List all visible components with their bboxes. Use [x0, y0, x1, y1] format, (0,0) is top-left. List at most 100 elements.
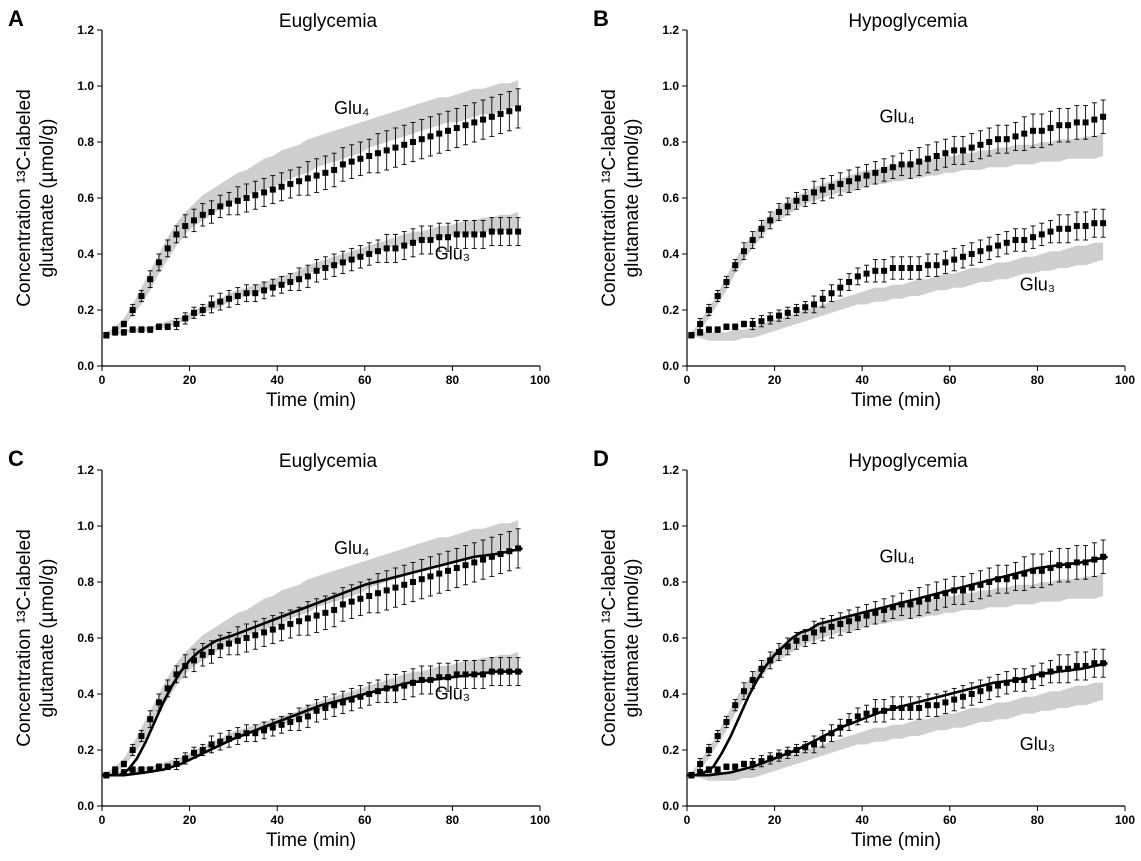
panel-b-data-point: [872, 169, 879, 176]
panel-c-data-point: [383, 587, 390, 594]
panel-d-data-point: [1056, 665, 1063, 672]
panel-b-data-point: [749, 237, 756, 243]
panel-d-data-point: [1073, 663, 1080, 669]
panel-d-data-point: [705, 747, 712, 753]
panel-a-x-axis-title: Time (min): [266, 390, 356, 411]
panel-d-y-tick-label: 0.4: [662, 687, 679, 701]
panel-d-data-point: [959, 693, 966, 700]
panel-c-data-point: [462, 562, 469, 569]
panel-c-data-point: [357, 595, 364, 602]
panel-d-data-point: [898, 601, 905, 608]
panel-d-data-point: [889, 604, 896, 611]
panel-b-data-point: [1073, 119, 1080, 126]
panel-a-data-point: [217, 298, 224, 305]
panel-a-data-point: [199, 307, 206, 313]
panel-c-data-point: [331, 702, 338, 709]
panel-a-data-point: [506, 228, 513, 235]
panel-d-data-point: [1065, 665, 1072, 672]
panel-a-data-point: [339, 161, 346, 168]
panel-b-data-point: [959, 147, 966, 154]
panel-a-data-point: [278, 183, 285, 190]
panel-c-data-point: [313, 707, 320, 714]
panel-c-x-tick-label: 0: [99, 813, 106, 827]
panel-d-data-point: [942, 699, 949, 706]
panel-b-data-point: [924, 262, 931, 269]
panel-d-data-point: [898, 705, 905, 711]
panel-c-data-point: [252, 632, 259, 639]
panel-c-data-point: [374, 590, 381, 597]
panel-b-data-point: [819, 295, 826, 302]
panel-a-data-point: [322, 169, 329, 176]
panel-b-data-point: [916, 158, 923, 165]
panel-d-data-point: [994, 682, 1001, 689]
panel-c-data-point: [243, 635, 250, 641]
panel-c-data-point: [208, 741, 215, 748]
panel-b-data-point: [793, 307, 800, 313]
panel-c-data-point: [304, 615, 311, 622]
panel-a-data-point: [296, 276, 303, 283]
panel-a-data-point: [427, 133, 434, 140]
panel-b-data-point: [924, 155, 931, 162]
panel-b-data-point: [1038, 127, 1045, 134]
panel-c-data-point: [322, 609, 329, 616]
panel-a-data-point: [234, 293, 241, 299]
panel-b-data-point: [767, 217, 774, 224]
panel-b-series-0: [688, 99, 1107, 339]
panel-c-data-point: [173, 671, 180, 678]
panel-a-x-tick-label: 40: [271, 373, 285, 387]
panel-c-y-tick-label: 0.2: [77, 743, 94, 757]
panel-a-data-point: [243, 195, 250, 201]
panel-a-x-tick-label: 0: [99, 373, 106, 387]
panel-c-y-axis-title-line2: glutamate (µmol/g): [37, 559, 58, 718]
panel-b-y-tick-label: 0.6: [662, 191, 679, 205]
panel-d-data-point: [758, 758, 765, 765]
panel-d-letter: D: [593, 446, 609, 471]
panel-d-data-point: [1003, 576, 1010, 583]
panel-b-data-point: [802, 195, 809, 201]
panel-b-data-point: [1012, 133, 1019, 140]
panel-b-data-point: [802, 304, 809, 311]
panel-c-data-point: [261, 629, 268, 636]
panel-d-fit-curve-1: [687, 661, 1108, 777]
panel-c-data-point: [445, 567, 452, 574]
panel-b-data-point: [1030, 127, 1037, 134]
panel-d-y-tick-label: 1.0: [662, 519, 679, 533]
panel-a-data-point: [418, 136, 425, 143]
panel-b-data-point: [688, 332, 695, 339]
panel-b-data-point: [1082, 119, 1089, 126]
panel-c-data-point: [436, 674, 443, 681]
panel-c-data-point: [269, 724, 276, 731]
panel-a-data-point: [462, 231, 469, 238]
panel-c: C Euglycemia 0.0 0.2 0.4 0.6 0.8 1.0 1.2 0 20 40 60 8…: [8, 446, 550, 851]
panel-d-data-point: [697, 761, 704, 767]
panel-b-data-point: [1082, 223, 1089, 229]
panel-b-data-point: [732, 262, 739, 269]
panel-a-data-point: [190, 217, 197, 224]
panel-b-data-point: [811, 301, 818, 308]
panel-c-data-point: [480, 556, 487, 563]
panel-b-data-point: [1038, 231, 1045, 238]
panel-d-data-point: [942, 590, 949, 597]
panel-d-data-point: [1021, 570, 1028, 577]
panel-d-data-point: [811, 629, 818, 636]
panel-a-data-point: [409, 239, 416, 246]
panel-a-data-point: [147, 276, 154, 283]
panel-a-data-point: [480, 231, 487, 238]
panel-b-data-point: [767, 315, 774, 322]
panel-c-series-0: [103, 528, 522, 779]
panel-c-data-point: [348, 598, 355, 605]
panel-a-data-point: [366, 251, 373, 257]
panel-d-data-point: [1047, 565, 1054, 571]
panel-d-data-point: [872, 707, 879, 714]
panel-b-data-point: [714, 293, 721, 299]
panel-b-data-point: [1021, 237, 1028, 243]
panel-c-data-point: [401, 581, 408, 588]
panel-a-data-point: [462, 122, 469, 129]
panel-c-y-axis-title-line1: Concentration ¹³C-labeled: [14, 529, 35, 747]
panel-d-data-point: [863, 710, 870, 717]
panel-b-data-point: [1030, 234, 1037, 241]
panel-d: D Hypoglycemia 0.0 0.2 0.4 0.6 0.8 1.0 1.2 0 20 40 6…: [593, 446, 1135, 851]
panel-b-y-axis-title-line2: glutamate (µmol/g): [622, 119, 643, 278]
panel-a-y-tick-label: 0.4: [77, 247, 94, 261]
panel-b-data-point: [854, 273, 861, 280]
